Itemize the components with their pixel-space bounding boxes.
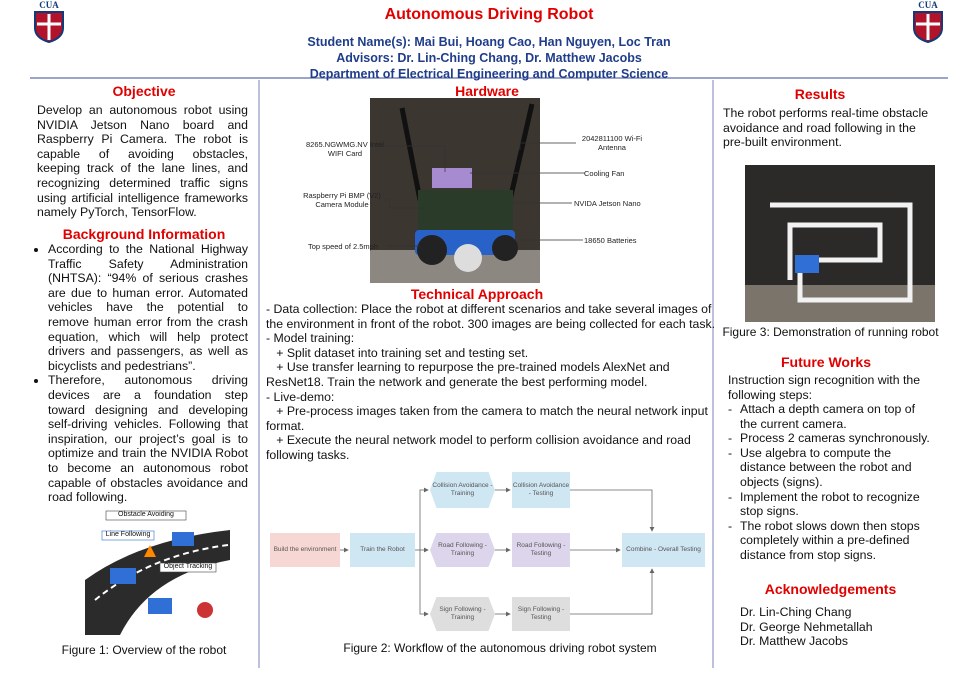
bullet-text: Implement the robot to recognize stop si… (740, 489, 920, 519)
bullet: - Implement the robot to recognize stop s… (728, 490, 933, 519)
workflow-node: Sign Following - Training (430, 597, 495, 631)
hw-label: Cooling Fan (584, 169, 625, 178)
hw-label: NVIDA Jetson Nano (574, 199, 641, 208)
figure3-image (745, 165, 935, 322)
figure-label: Line Following (105, 531, 151, 538)
workflow-arrows (340, 487, 655, 617)
bullet: - Attach a depth camera on top of the cur… (728, 402, 933, 431)
text-line: following tasks. (266, 447, 350, 462)
heading: Technical Approach (410, 286, 544, 302)
caption: Figure 3: Demonstration of running robot (722, 325, 939, 339)
workflow-node: Combine - Overall Testing (622, 533, 705, 567)
figure-label: Obstacle Avoiding (118, 511, 174, 518)
hw-label: 2042811100 Wi-Fi Antenna (581, 134, 643, 152)
logo-right (913, 11, 943, 44)
text-line: format. (266, 418, 305, 433)
hw-label: Raspberry Pi BMP (V2) Camera Module (303, 191, 381, 209)
heading: Objective (112, 83, 176, 99)
workflow-node: Road Following - Testing (512, 533, 570, 567)
bullet: According to the National Highway Traffi… (48, 242, 248, 373)
workflow-node: Road Following - Training (430, 533, 495, 567)
bullet-text: The robot slows down then stops complete… (740, 518, 920, 562)
text-line: + Use transfer learning to repurpose the… (266, 360, 670, 375)
ack-list: Dr. Lin-Ching Chang Dr. George Nehmetall… (740, 605, 940, 649)
hw-label: 18650 Batteries (584, 236, 637, 245)
workflow-node: Train the Robot (350, 533, 415, 567)
background-list: According to the National Highway Traffi… (34, 242, 248, 505)
advisors: Advisors: Dr. Lin-Ching Chang, Dr. Matth… (336, 51, 642, 65)
heading: Future Works (781, 354, 871, 370)
hw-label: Top speed of 2.5mph (307, 242, 379, 251)
text-line: ResNet18. Train the network and generate… (266, 374, 648, 389)
bullet-text: Use algebra to compute the distance betw… (740, 445, 912, 489)
logo-text: CUA (39, 0, 59, 10)
future-list: - Attach a depth camera on top of the cur… (728, 402, 933, 563)
results-text: The robot performs real-time obstacle av… (723, 106, 929, 150)
text-line: - Model training: (266, 331, 355, 346)
workflow-node: Collision Avoidance - Testing (512, 472, 570, 508)
text-line: - Live-demo: (266, 389, 335, 404)
text-line: + Pre-process images taken from the came… (266, 404, 708, 419)
bullet: - Process 2 cameras synchronously. (728, 431, 930, 446)
bullet: - Use algebra to compute the distance bet… (728, 446, 933, 490)
hw-label: 8265.NGWMG.NV Intel WIFI Card (306, 140, 384, 158)
figure1-image (85, 510, 230, 635)
bullet-text: Attach a depth camera on top of the curr… (740, 402, 916, 431)
title: Autonomous Driving Robot (384, 6, 594, 23)
ack-name: Dr. Lin-Ching Chang (740, 605, 852, 619)
logo-text: CUA (918, 0, 938, 10)
workflow-node: Collision Avoidance - Training (430, 472, 495, 508)
workflow-node: Sign Following - Testing (512, 597, 570, 631)
text-line: + Execute the neural network model to pe… (266, 433, 691, 448)
heading: Acknowledgements (764, 581, 897, 597)
objective-text: Develop an autonomous robot using NVIDIA… (37, 103, 248, 220)
bullet-text: Process 2 cameras synchronously. (740, 431, 930, 446)
hardware-photo (370, 98, 540, 283)
department: Department of Electrical Engineering and… (309, 67, 669, 81)
bullet: - The robot slows down then stops complet… (728, 519, 933, 563)
future-intro: Instruction sign recognition with the fo… (728, 373, 921, 402)
ack-name: Dr. George Nehmetallah (740, 619, 873, 634)
students: Student Name(s): Mai Bui, Hoang Cao, Han… (307, 35, 671, 49)
authors: Student Name(s): Mai Bui, Hoang Cao, Han… (0, 34, 978, 82)
heading: Background Information (62, 226, 226, 242)
bullet: Therefore, autonomous driving devices ar… (48, 373, 248, 504)
text-line: the environment in front of the robot. 3… (266, 316, 716, 331)
technical-text: - Data collection: Place the robot at di… (266, 302, 716, 463)
heading: Results (794, 86, 846, 102)
caption: Figure 1: Overview of the robot (61, 643, 227, 657)
logo-left (34, 11, 64, 44)
figure-label: Object Tracking (163, 563, 213, 570)
workflow-node: Build the environment (270, 533, 340, 567)
hardware-leaders (380, 142, 585, 247)
caption: Figure 2: Workflow of the autonomous dri… (343, 641, 657, 655)
text-line: - Data collection: Place the robot at di… (266, 302, 712, 316)
text-line: + Split dataset into training set and te… (266, 345, 529, 360)
ack-name: Dr. Matthew Jacobs (740, 634, 848, 649)
heading: Hardware (455, 83, 519, 99)
